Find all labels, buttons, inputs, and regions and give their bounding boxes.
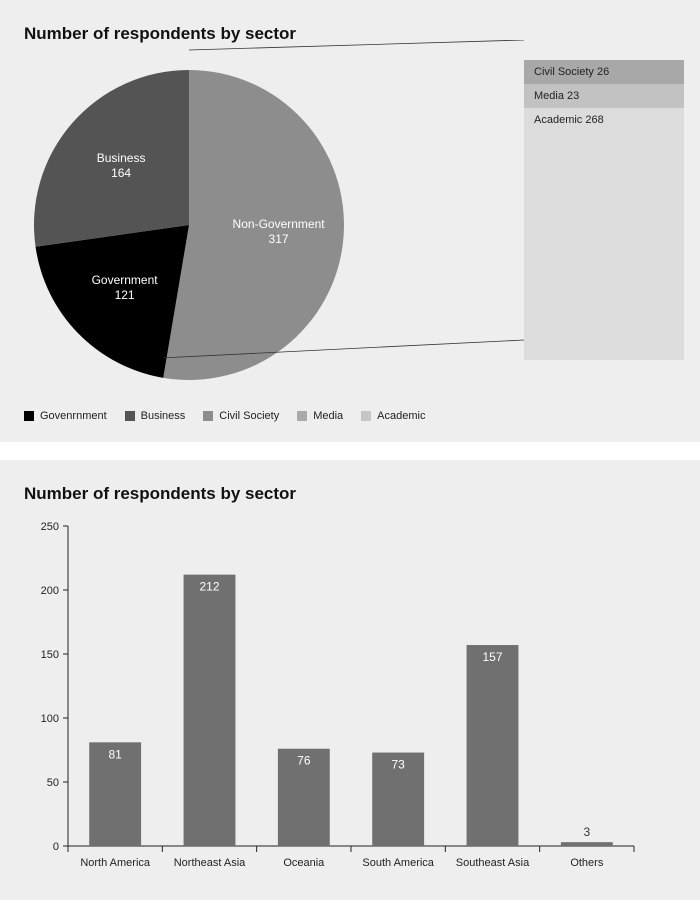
- bar-value-label: 81: [108, 747, 122, 761]
- legend-label: Civil Society: [219, 410, 279, 422]
- bar: [184, 575, 236, 846]
- x-tick-label: South America: [362, 857, 434, 869]
- x-tick-label: North America: [80, 857, 151, 869]
- legend-swatch: [297, 411, 307, 421]
- x-tick-label: Northeast Asia: [174, 857, 246, 869]
- bar-value-label: 212: [199, 580, 219, 594]
- bar-value-label: 73: [391, 758, 405, 772]
- legend-swatch: [24, 411, 34, 421]
- legend-label: Academic: [377, 410, 425, 422]
- bar-title: Number of respondents by sector: [24, 484, 676, 504]
- bar-panel: Number of respondents by sector 0 50 100 15…: [0, 460, 700, 900]
- bar-svg: 0 50 100 150 200 250 81 North America 212 Northea…: [24, 520, 644, 880]
- y-tick-label: 250: [41, 521, 59, 533]
- y-tick-label: 100: [41, 713, 59, 725]
- legend-item: Media: [297, 410, 343, 422]
- y-tick-label: 150: [41, 649, 59, 661]
- x-tick-label: Others: [570, 857, 604, 869]
- y-tick-label: 200: [41, 585, 59, 597]
- bar: [467, 645, 519, 846]
- legend-item: Govenrnment: [24, 410, 107, 422]
- legend-item: Civil Society: [203, 410, 279, 422]
- legend-label: Business: [141, 410, 186, 422]
- bar-value-label: 157: [482, 650, 502, 664]
- bar: [561, 842, 613, 846]
- pie-breakout-box: Civil Society 26Media 23Academic 268: [524, 60, 684, 360]
- y-tick-label: 0: [53, 841, 59, 853]
- pie-title: Number of respondents by sector: [24, 24, 684, 44]
- bar-value-label: 76: [297, 754, 311, 768]
- pie-panel: Number of respondents by sector Non-Gove…: [0, 0, 700, 442]
- breakout-item: Academic 268: [524, 108, 684, 132]
- legend-label: Govenrnment: [40, 410, 107, 422]
- legend-item: Business: [125, 410, 186, 422]
- bar-value-label: 3: [583, 825, 590, 839]
- legend-swatch: [361, 411, 371, 421]
- pie-chart: Non-Government317 Government121 Business16…: [24, 60, 354, 390]
- legend-item: Academic: [361, 410, 425, 422]
- breakout-item: Media 23: [524, 84, 684, 108]
- pie-slice-label: Government121: [92, 273, 158, 303]
- y-tick-label: 50: [47, 777, 59, 789]
- pie-slice-label: Non-Government317: [233, 217, 325, 247]
- pie-row: Non-Government317 Government121 Business16…: [24, 60, 684, 390]
- x-tick-label: Oceania: [283, 857, 325, 869]
- pie-legend: Govenrnment Business Civil Society Media Aca…: [24, 410, 684, 422]
- legend-label: Media: [313, 410, 343, 422]
- breakout-item: Civil Society 26: [524, 60, 684, 84]
- legend-swatch: [203, 411, 213, 421]
- pie-slice-label: Business164: [97, 151, 146, 181]
- legend-swatch: [125, 411, 135, 421]
- x-tick-label: Southeast Asia: [456, 857, 530, 869]
